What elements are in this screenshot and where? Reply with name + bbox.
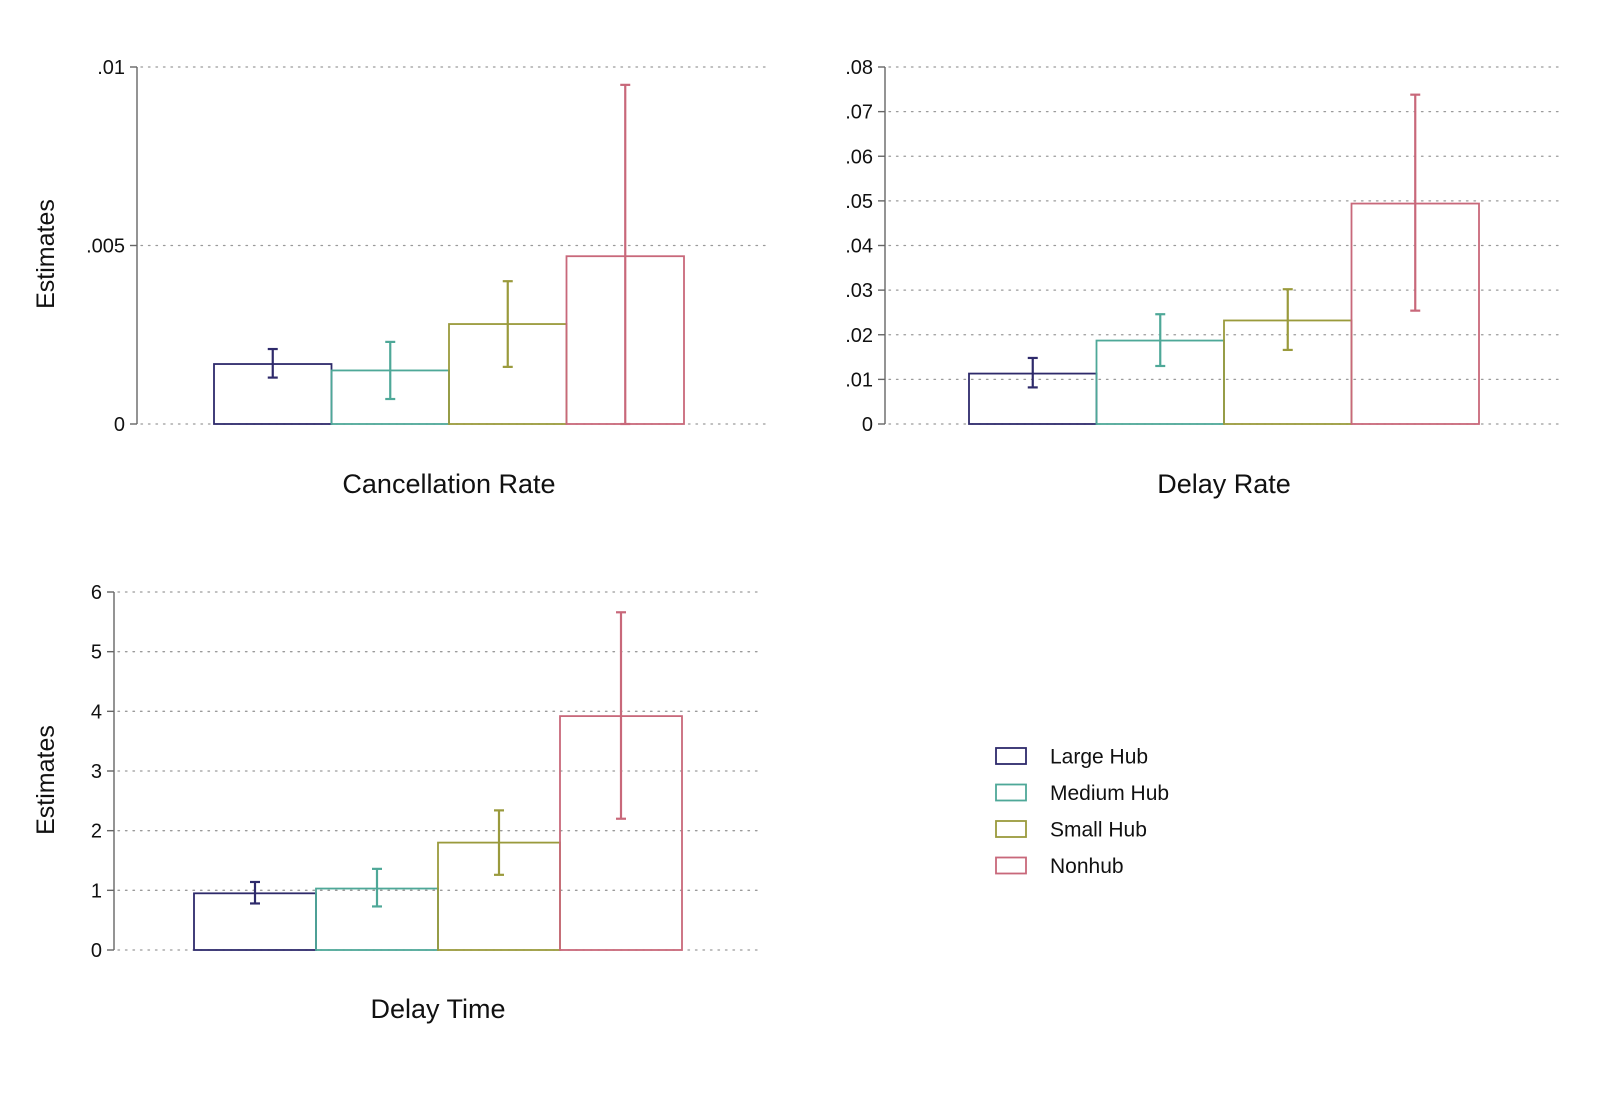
error-bar-3: [494, 809, 504, 876]
y-tick-label: .05: [845, 191, 873, 213]
legend-label: Nonhub: [1050, 855, 1124, 878]
y-tick-label: .01: [97, 57, 125, 79]
y-tick-label: 4: [91, 701, 102, 723]
y-tick-label: 0: [91, 940, 102, 962]
y-tick-label: .08: [845, 57, 873, 79]
chart-panel-3: 0 1 2 3 4 5 6 Estimates Delay Time: [32, 582, 761, 1024]
error-bar-3: [1282, 288, 1293, 352]
chart-panel-1: 0 .005 .01 Estimates Cancellation Rate: [32, 57, 766, 499]
y-tick-label: .04: [845, 236, 873, 258]
error-bar-2: [372, 867, 382, 908]
y-tick-label: 0: [862, 414, 873, 436]
y-tick-label: 1: [91, 880, 102, 902]
y-tick-label: 0: [114, 414, 125, 436]
y-tick-label: 6: [91, 582, 102, 604]
legend-label: Small Hub: [1050, 819, 1147, 842]
error-bar-1: [267, 347, 278, 379]
y-tick-label: .03: [845, 280, 873, 302]
x-axis-label: Delay Rate: [1157, 469, 1291, 499]
legend: Large Hub Medium Hub Small Hub Nonhub: [995, 746, 1169, 878]
legend-swatch: [995, 783, 1027, 802]
legend-label: Large Hub: [1050, 746, 1148, 769]
error-bar-4: [620, 83, 631, 426]
y-tick-label: .07: [845, 102, 873, 124]
legend-item: Large Hub: [995, 746, 1148, 769]
y-tick-label: 2: [91, 821, 102, 843]
legend-item: Small Hub: [995, 819, 1147, 842]
legend-swatch: [995, 820, 1027, 838]
legend-item: Nonhub: [995, 855, 1124, 878]
legend-label: Medium Hub: [1050, 782, 1169, 805]
y-tick-label: .06: [845, 146, 873, 168]
y-tick-label: 3: [91, 761, 102, 783]
error-bar-4: [1410, 93, 1421, 312]
error-bar-2: [1155, 313, 1166, 368]
error-bar-1: [250, 880, 260, 905]
chart-panel-2: 0 .01 .02 .03 .04 .05 .06 .07 .08 Delay Rate: [845, 57, 1561, 499]
y-axis-label: Estimates: [32, 199, 60, 309]
error-bar-1: [1027, 356, 1038, 389]
y-tick-label: 5: [91, 642, 102, 664]
error-bar-4: [616, 611, 626, 820]
legend-swatch: [995, 747, 1027, 765]
y-tick-label: .005: [86, 236, 125, 258]
x-axis-label: Cancellation Rate: [342, 469, 555, 499]
y-axis-label: Estimates: [32, 725, 60, 835]
error-bar-3: [502, 280, 513, 368]
y-tick-label: .02: [845, 325, 873, 347]
error-bar-2: [385, 340, 396, 401]
legend-item: Medium Hub: [995, 782, 1169, 805]
y-tick-label: .01: [845, 369, 873, 391]
legend-swatch: [995, 856, 1027, 875]
x-axis-label: Delay Time: [370, 994, 505, 1024]
